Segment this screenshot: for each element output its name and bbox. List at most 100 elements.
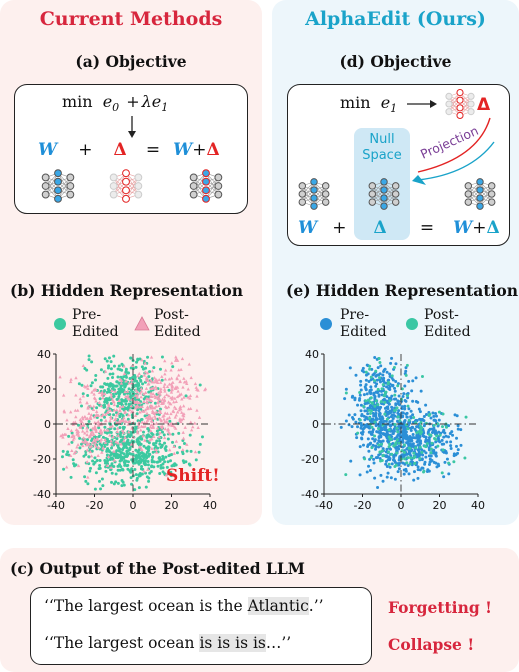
scatter-b-point	[148, 370, 152, 374]
scatter-b-point	[68, 453, 73, 458]
scatter-b-point	[158, 439, 162, 443]
scatter-b-point	[110, 462, 114, 466]
scatter-b-point	[160, 397, 165, 401]
scatter-b-point	[82, 384, 87, 388]
scatter-e-point	[441, 412, 445, 416]
scatter-b-point	[176, 389, 180, 393]
scatter-b-point	[119, 465, 123, 469]
scatter-b-point	[94, 429, 98, 433]
scatter-b-point	[174, 355, 178, 359]
scatter-b-point	[143, 361, 147, 365]
scatter-e-point	[444, 425, 448, 429]
scatter-e-point	[455, 436, 459, 440]
scatter-b-point	[198, 442, 202, 446]
scatter-b-point	[186, 407, 191, 411]
scatter-e-point	[374, 399, 378, 403]
scatter-e-point	[372, 393, 376, 397]
scatter-e-point	[385, 385, 389, 389]
scatter-e-point	[396, 430, 400, 434]
scatter-e-point	[406, 404, 410, 408]
scatter-b-point	[78, 417, 82, 421]
scatter-e-point	[422, 435, 426, 439]
scatter-b-point	[191, 425, 195, 429]
scatter-e-point	[390, 452, 394, 456]
scatter-e-point	[354, 373, 358, 377]
scatter-e-point	[456, 427, 460, 431]
scatter-e-point	[422, 469, 426, 473]
scatter-b-point	[140, 464, 144, 468]
scatter-b-point	[89, 413, 94, 417]
scatter-b-point	[76, 431, 80, 435]
scatter-e-point	[399, 457, 403, 461]
scatter-e-point	[397, 409, 401, 413]
scatter-b-point	[127, 430, 131, 434]
scatter-e-point	[396, 470, 400, 474]
scatter-e-point	[403, 407, 407, 411]
scatter-e-point	[434, 440, 438, 444]
scatter-b-point	[116, 481, 120, 485]
scatter-b-point	[156, 400, 160, 404]
scatter-e-point	[381, 373, 385, 377]
scatter-b-point	[109, 457, 113, 461]
scatter-e-point	[379, 405, 383, 409]
scatter-b-point	[109, 367, 113, 371]
scatter-e-point	[358, 390, 362, 394]
scatter-b-point	[158, 367, 162, 371]
scatter-b-point	[173, 462, 177, 466]
scatter-b-point	[123, 390, 127, 394]
scatter-b-point	[154, 447, 158, 451]
scatter-e-point	[363, 418, 367, 422]
scatter-e-point	[407, 418, 411, 422]
scatter-b-point	[70, 431, 74, 435]
scatter-b-point	[89, 444, 94, 448]
scatter-b-point	[154, 444, 158, 448]
scatter-b-point	[180, 397, 184, 401]
scatter-b-point	[76, 463, 81, 468]
scatter-e-point	[423, 462, 427, 466]
scatter-e-point	[395, 406, 399, 410]
scatter-e-point	[396, 415, 400, 419]
scatter-b-point	[112, 394, 116, 398]
scatter-e-point	[385, 417, 389, 421]
scatter-e-point	[360, 436, 364, 440]
scatter-b-point	[157, 416, 162, 420]
scatter-e-point	[436, 462, 440, 466]
scatter-e-point	[373, 434, 377, 438]
scatter-e-point	[412, 456, 416, 460]
scatter-b-point	[175, 410, 180, 414]
scatter-b-point	[149, 429, 153, 433]
scatter-b-point	[147, 449, 151, 453]
scatter-e-point	[392, 429, 396, 433]
scatter-e-point	[404, 427, 408, 431]
scatter-e-point	[425, 442, 429, 446]
post-edited-legend-marker-e	[406, 318, 418, 330]
scatter-e-point	[364, 399, 368, 403]
scatter-b-point	[98, 439, 103, 443]
scatter-e-point	[394, 403, 398, 407]
scatter-b-point	[149, 355, 154, 359]
scatter-b-point	[145, 407, 149, 411]
scatter-b-point	[153, 401, 157, 405]
scatter-b-point	[175, 358, 180, 362]
scatter-b-point	[98, 429, 102, 433]
scatter-b-point	[169, 412, 173, 416]
alphaedit-heading: AlphaEdit (Ours)	[305, 8, 486, 30]
scatter-e-point	[389, 361, 393, 365]
scatter-b-point	[94, 444, 98, 448]
scatter-b-point	[152, 380, 156, 384]
scatter-b-point	[173, 396, 177, 400]
scatter-b-point	[78, 397, 82, 401]
scatter-b-point	[135, 360, 139, 364]
scatter-e-point	[376, 423, 380, 427]
scatter-e-point	[351, 394, 355, 398]
scatter-e-point	[456, 424, 460, 428]
scatter-e-point	[382, 378, 386, 382]
scatter-e-point	[416, 400, 420, 404]
scatter-e-point	[361, 366, 365, 370]
scatter-e-point	[434, 454, 438, 458]
scatter-b-point	[155, 426, 160, 430]
scatter-b-point	[76, 442, 80, 447]
scatter-b-point	[186, 387, 190, 391]
scatter-e-point	[447, 461, 451, 465]
scatter-b-point	[109, 360, 113, 364]
